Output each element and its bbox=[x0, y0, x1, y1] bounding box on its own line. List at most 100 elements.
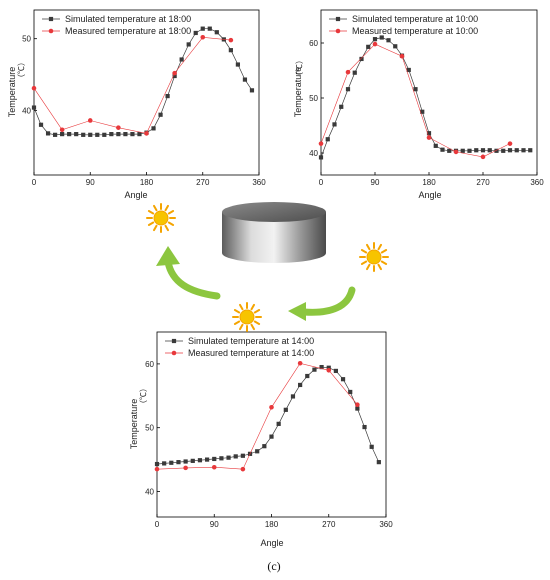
y-tick-label: 60 bbox=[145, 360, 154, 369]
data-point-measured bbox=[59, 127, 65, 133]
sun-icon bbox=[359, 242, 389, 272]
y-tick-label: 40 bbox=[145, 487, 154, 496]
sun-ray bbox=[377, 243, 382, 251]
series-line bbox=[156, 362, 358, 470]
legend-marker bbox=[48, 16, 54, 22]
data-point-measured bbox=[154, 466, 160, 472]
legend-label: Measured temperature at 18:00 bbox=[65, 26, 191, 36]
data-point-simulated bbox=[269, 434, 274, 439]
data-point-simulated bbox=[369, 444, 374, 449]
y-axis-title: Temperature bbox=[129, 399, 139, 450]
sun-core bbox=[239, 309, 255, 325]
data-point-simulated bbox=[262, 444, 267, 449]
x-axis-title: Angle bbox=[124, 190, 147, 200]
sun-ray bbox=[366, 243, 371, 251]
sun-ray bbox=[153, 204, 158, 212]
data-point-simulated bbox=[467, 148, 472, 153]
y-axis-unit: （℃） bbox=[17, 58, 26, 82]
data-point-simulated bbox=[345, 87, 351, 92]
data-point-simulated bbox=[276, 421, 281, 426]
data-point-measured bbox=[87, 118, 93, 123]
data-point-simulated bbox=[204, 457, 210, 462]
y-tick-label: 40 bbox=[309, 149, 318, 158]
x-axis-title: Angle bbox=[260, 538, 283, 548]
cylinder-object bbox=[222, 202, 326, 263]
data-point-measured bbox=[453, 149, 459, 155]
data-point-measured bbox=[355, 402, 360, 408]
legend-marker bbox=[171, 350, 177, 356]
data-point-simulated bbox=[487, 148, 492, 153]
data-point-simulated bbox=[179, 57, 184, 62]
sun-ray bbox=[239, 303, 244, 311]
y-tick-label: 40 bbox=[22, 106, 31, 115]
data-point-simulated bbox=[172, 73, 177, 79]
sun-ray bbox=[164, 224, 169, 232]
data-point-simulated bbox=[197, 458, 203, 463]
data-point-simulated bbox=[226, 455, 231, 460]
data-point-simulated bbox=[433, 143, 438, 148]
data-point-simulated bbox=[348, 389, 353, 395]
series-line bbox=[320, 43, 511, 158]
curved-arrow-left bbox=[156, 246, 221, 300]
y-axis-unit: （℃） bbox=[295, 56, 304, 80]
figure-caption: (c) bbox=[267, 559, 280, 573]
x-tick-label: 270 bbox=[476, 178, 490, 187]
y-tick-label: 50 bbox=[22, 35, 31, 44]
sun-ray bbox=[239, 323, 244, 331]
data-point-simulated bbox=[318, 155, 324, 160]
data-point-simulated bbox=[514, 148, 519, 153]
y-axis-title: Temperature bbox=[7, 67, 17, 118]
data-point-simulated bbox=[305, 373, 310, 379]
data-point-simulated bbox=[362, 424, 367, 430]
y-axis-unit: （℃） bbox=[139, 384, 148, 408]
data-point-simulated bbox=[176, 460, 181, 465]
sun-core bbox=[366, 249, 382, 265]
data-point-measured bbox=[116, 125, 121, 130]
data-point-simulated bbox=[60, 132, 65, 137]
data-point-measured bbox=[480, 154, 486, 160]
data-point-simulated bbox=[102, 132, 107, 137]
data-point-simulated bbox=[190, 458, 195, 463]
x-tick-label: 360 bbox=[530, 178, 544, 187]
data-point-measured bbox=[144, 131, 149, 136]
sun-ray bbox=[360, 260, 368, 265]
data-point-measured bbox=[372, 41, 378, 47]
data-point-simulated bbox=[420, 109, 425, 114]
data-point-simulated bbox=[240, 453, 245, 458]
legend-marker bbox=[335, 16, 341, 22]
data-point-measured bbox=[240, 466, 246, 472]
chart-14-00: Angle Temperature （℃） 0 90 180 270 360 40 50 60… bbox=[129, 331, 393, 548]
data-point-measured bbox=[297, 360, 303, 366]
data-point-simulated bbox=[200, 26, 205, 31]
data-point-simulated bbox=[406, 67, 411, 73]
sun-ray bbox=[250, 303, 255, 311]
x-tick-label: 0 bbox=[155, 520, 160, 529]
sun-ray bbox=[366, 263, 371, 271]
data-point-simulated bbox=[376, 460, 381, 465]
series-line bbox=[33, 36, 231, 134]
data-point-simulated bbox=[426, 131, 432, 136]
data-point-simulated bbox=[352, 70, 357, 75]
data-point-simulated bbox=[386, 38, 391, 43]
legend-label: Measured temperature at 10:00 bbox=[352, 26, 478, 36]
x-tick-label: 0 bbox=[319, 178, 324, 187]
data-point-simulated bbox=[207, 26, 212, 31]
sun-ray bbox=[253, 320, 261, 325]
plot-frame bbox=[156, 331, 387, 518]
data-point-simulated bbox=[74, 132, 79, 137]
data-point-simulated bbox=[326, 365, 331, 370]
legend-label: Simulated temperature at 10:00 bbox=[352, 14, 478, 24]
x-tick-label: 360 bbox=[379, 520, 393, 529]
legend-marker bbox=[48, 28, 54, 34]
data-point-simulated bbox=[67, 132, 72, 137]
data-point-simulated bbox=[413, 87, 418, 92]
x-tick-label: 270 bbox=[322, 520, 336, 529]
sun-ray bbox=[380, 249, 388, 254]
y-tick-label: 50 bbox=[309, 94, 318, 103]
sun-ray bbox=[153, 224, 158, 232]
data-point-simulated bbox=[183, 459, 188, 464]
x-tick-label: 180 bbox=[265, 520, 279, 529]
series-line bbox=[320, 37, 531, 158]
x-tick-label: 90 bbox=[86, 178, 95, 187]
data-point-simulated bbox=[52, 132, 58, 137]
